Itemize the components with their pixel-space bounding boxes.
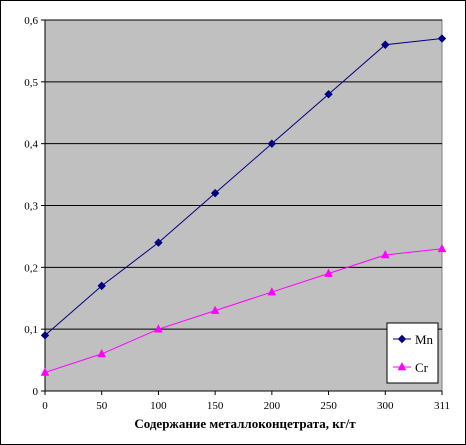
x-tick-label: 100 xyxy=(150,400,167,412)
x-tick-label: 200 xyxy=(264,400,281,412)
data-point-mn xyxy=(97,281,106,291)
legend-label-mn: Mn xyxy=(415,332,434,347)
y-tick-label: 0 xyxy=(33,386,39,398)
data-point-cr xyxy=(267,287,277,296)
data-point-mn xyxy=(437,34,447,43)
y-tick-label: 0,6 xyxy=(24,15,38,27)
series-cr xyxy=(40,243,447,376)
data-point-cr xyxy=(437,243,447,253)
x-tick-label: 250 xyxy=(320,400,337,412)
data-point-mn xyxy=(40,331,50,340)
y-tick-label: 0,4 xyxy=(24,139,38,151)
legend-marker-cr xyxy=(397,362,407,371)
y-axis-tick-labels: 0 0,1 0,2 0,3 0,4 0,5 0,6 xyxy=(24,15,38,398)
data-point-mn xyxy=(210,188,220,198)
data-point-cr xyxy=(380,250,390,259)
data-point-mn xyxy=(154,238,163,247)
legend: Mn Cr xyxy=(386,322,439,384)
x-tick-label: 0 xyxy=(42,400,48,412)
data-point-cr xyxy=(210,305,220,314)
y-tick-label: 0,3 xyxy=(24,201,38,213)
data-point-mn xyxy=(324,89,333,99)
data-point-mn xyxy=(381,40,390,49)
y-tick-label: 0,5 xyxy=(24,77,38,89)
grid-lines xyxy=(45,19,442,330)
x-axis-tick-labels: 0 50 100 150 200 250 300 311 xyxy=(42,400,450,412)
series-layer xyxy=(40,34,447,376)
x-axis-label: Содержание металлоконцетрата, кг/т xyxy=(134,416,356,431)
series-line-mn xyxy=(44,38,443,336)
legend-box xyxy=(386,322,439,384)
series-mn xyxy=(40,34,447,340)
x-tick-label: 311 xyxy=(434,400,450,412)
y-tick-label: 0,2 xyxy=(24,262,38,274)
x-tick-label: 300 xyxy=(377,400,394,412)
x-tick-label: 150 xyxy=(207,400,224,412)
tick-marks xyxy=(41,19,443,395)
data-point-cr xyxy=(324,268,333,277)
data-point-mn xyxy=(267,139,277,148)
series-line-cr xyxy=(44,248,443,373)
x-tick-label: 50 xyxy=(96,400,108,412)
data-point-cr xyxy=(97,349,107,358)
legend-label-cr: Cr xyxy=(415,360,429,375)
data-point-cr xyxy=(40,367,50,376)
y-tick-label: 0,1 xyxy=(24,324,38,336)
data-point-cr xyxy=(154,324,163,333)
legend-marker-mn xyxy=(397,334,407,344)
